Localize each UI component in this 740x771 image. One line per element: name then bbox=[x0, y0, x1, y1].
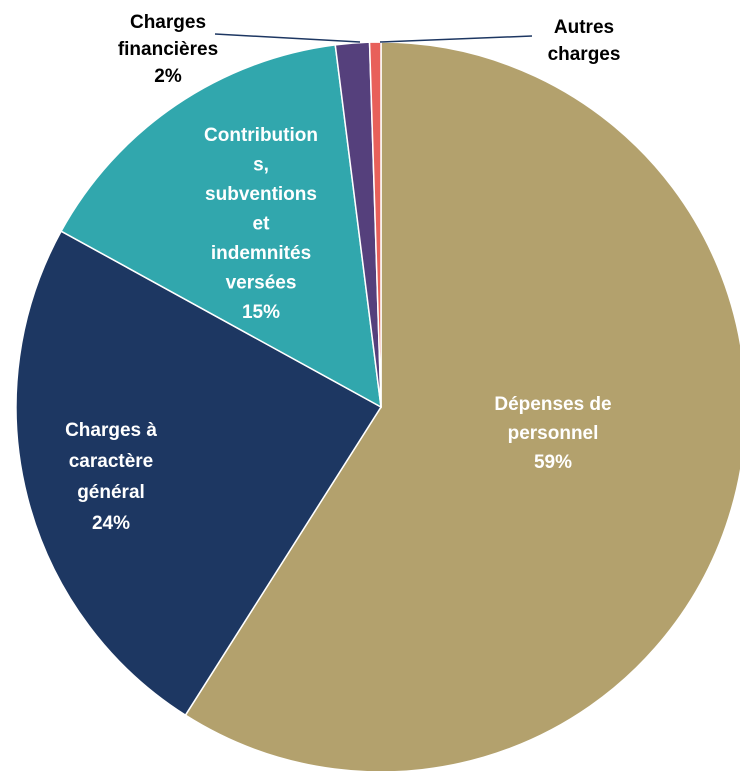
slice-label-line: s, bbox=[253, 155, 269, 176]
slice-label-line: 59% bbox=[534, 452, 572, 473]
slice-label-5: Autres charges bbox=[548, 17, 621, 65]
slice-label-line: personnel bbox=[508, 423, 599, 444]
slice-label-line: indemnités bbox=[211, 243, 311, 264]
leader-line-5 bbox=[379, 35, 533, 43]
slice-label-line: subventions bbox=[205, 184, 317, 205]
slice-label-2: Charges à caractère général 24% bbox=[65, 420, 157, 534]
slice-labels: Dépenses de personnel 59% Charges à caractèr… bbox=[65, 12, 620, 534]
pie-slice-1 bbox=[184, 41, 740, 771]
pie-slice-3 bbox=[60, 44, 382, 409]
slice-label-line: financières bbox=[118, 39, 218, 60]
slice-label-line: Charges bbox=[130, 12, 206, 33]
leader-lines bbox=[214, 33, 533, 43]
slice-label-line: Dépenses de bbox=[494, 394, 611, 415]
slice-label-1: Dépenses de personnel 59% bbox=[494, 394, 611, 473]
slice-label-line: Charges à bbox=[65, 420, 157, 441]
pie-slice-2 bbox=[15, 230, 383, 717]
slice-label-3: Contribution s, subventions et indemnités ver… bbox=[204, 125, 318, 323]
slice-label-line: Autres bbox=[554, 17, 614, 38]
slice-label-line: 15% bbox=[242, 302, 280, 323]
slice-label-4: Charges financières 2% bbox=[118, 12, 218, 87]
pie-slices bbox=[15, 41, 740, 771]
leader-line-4 bbox=[214, 33, 361, 43]
slice-label-line: versées bbox=[226, 273, 297, 294]
slice-label-line: 2% bbox=[154, 66, 182, 87]
slice-label-line: caractère bbox=[69, 451, 154, 472]
slice-label-line: charges bbox=[548, 44, 621, 65]
slice-label-line: 24% bbox=[92, 513, 130, 534]
slice-label-line: et bbox=[253, 214, 271, 235]
slice-label-line: général bbox=[77, 482, 145, 503]
slice-label-line: Contribution bbox=[204, 125, 318, 146]
